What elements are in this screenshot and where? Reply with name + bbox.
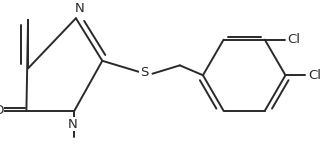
Text: N: N — [74, 2, 84, 15]
Text: Cl: Cl — [287, 33, 300, 46]
Text: N: N — [68, 118, 78, 131]
Text: S: S — [140, 66, 148, 79]
Text: O: O — [0, 104, 4, 117]
Text: Cl: Cl — [308, 69, 321, 82]
